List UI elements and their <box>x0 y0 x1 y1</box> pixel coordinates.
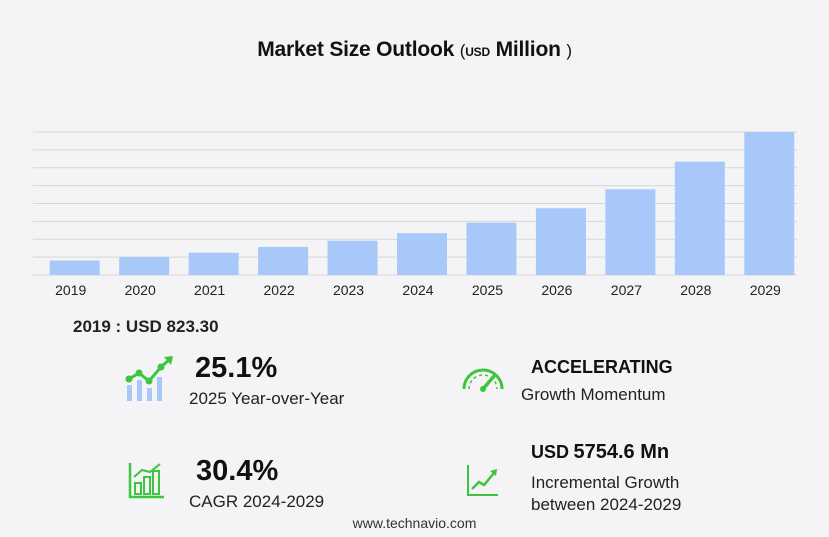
x-tick-label: 2025 <box>472 282 503 298</box>
x-tick-label: 2028 <box>680 282 711 298</box>
yoy-label: 2025 Year-over-Year <box>189 389 345 408</box>
title-main: Market Size Outlook <box>257 38 455 61</box>
x-tick-label: 2021 <box>194 282 225 298</box>
x-tick-label: 2019 <box>55 282 86 298</box>
x-tick-label: 2029 <box>750 282 781 298</box>
incremental-label-block: Incremental Growth between 2024-2029 <box>531 472 681 516</box>
title-unit-word: Million <box>495 38 561 61</box>
bar-2025 <box>466 222 517 275</box>
title-unit: USD <box>465 45 490 59</box>
x-tick-label: 2022 <box>264 282 295 298</box>
footer-url: www.technavio.com <box>352 515 477 531</box>
bar-2026 <box>535 208 586 275</box>
x-tick-label: 2024 <box>402 282 433 298</box>
x-tick-label: 2026 <box>541 282 572 298</box>
bar-2023 <box>327 240 378 275</box>
incremental-value: 5754.6 Mn <box>573 441 670 463</box>
yoy-label-block: 2025 Year-over-Year <box>189 389 344 409</box>
bar-2021 <box>188 252 239 275</box>
line-growth-icon <box>467 465 498 496</box>
incremental-line1: Incremental Growth <box>531 473 680 492</box>
cagr-label: CAGR 2024-2029 <box>189 492 325 511</box>
bar-2024 <box>397 233 447 275</box>
momentum-stat: ACCELERATING <box>531 357 673 378</box>
momentum-label-block: Growth Momentum <box>521 385 666 405</box>
cagr-value: 30.4% <box>196 455 279 487</box>
bar-2020 <box>119 257 170 275</box>
speedometer-icon <box>462 368 504 392</box>
chart-title: Market Size Outlook (USD Million ) <box>0 38 829 62</box>
trend-chart-icon <box>125 356 173 401</box>
cagr-label-block: CAGR 2024-2029 <box>189 492 324 512</box>
momentum-label: Growth Momentum <box>521 385 666 404</box>
x-tick-label: 2023 <box>333 282 364 298</box>
bar-2022 <box>258 246 309 275</box>
title-close-paren: ) <box>566 41 572 60</box>
momentum-heading: ACCELERATING <box>531 357 673 377</box>
x-tick-label: 2020 <box>125 282 156 298</box>
bar-chart: 2019 2020 2021 2022 2023 2024 2025 2026 2027 2028… <box>33 131 797 298</box>
cagr-stat: 30.4% <box>196 455 278 488</box>
base-year-value: 2019 : USD 823.30 <box>73 317 219 336</box>
bar-2029 <box>744 132 795 275</box>
incremental-prefix: USD <box>531 442 570 462</box>
yoy-value: 25.1% <box>195 352 278 384</box>
yoy-stat: 25.1% <box>195 352 277 385</box>
x-tick-label: 2027 <box>611 282 642 298</box>
bar-2019 <box>49 260 100 275</box>
bar-growth-icon <box>128 463 164 499</box>
incremental-line2: between 2024-2029 <box>531 495 682 514</box>
bar-2027 <box>605 189 656 275</box>
incremental-stat: USD 5754.6 Mn <box>531 441 669 464</box>
bar-2028 <box>674 161 725 275</box>
title-open-paren: ( <box>459 41 466 60</box>
